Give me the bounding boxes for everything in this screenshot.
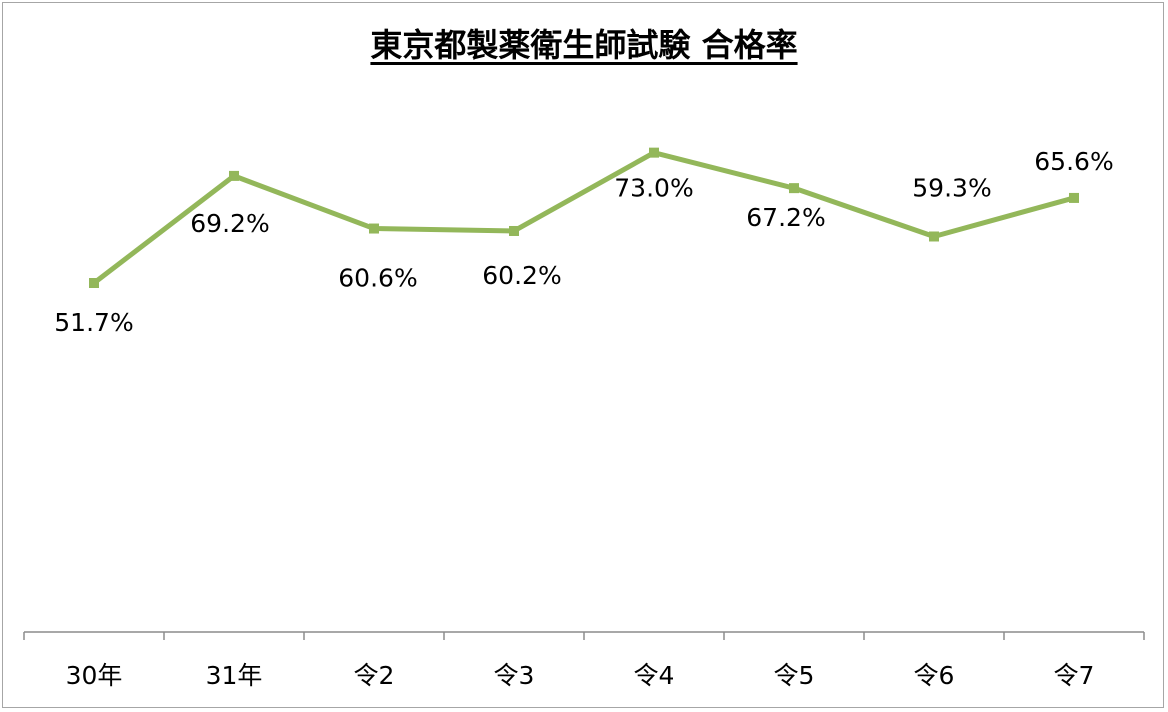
data-label: 60.2% xyxy=(482,261,561,290)
x-tick-label: 令5 xyxy=(774,661,815,690)
data-point xyxy=(229,170,239,181)
data-label: 73.0% xyxy=(614,174,693,203)
chart-title: 東京都製薬衛生師試験 合格率 xyxy=(370,26,798,64)
data-label: 59.3% xyxy=(912,173,991,202)
series-line xyxy=(92,150,1075,285)
data-label: 67.2% xyxy=(746,203,825,232)
data-point xyxy=(89,278,99,288)
data-label: 69.2% xyxy=(190,209,269,238)
data-label: 51.7% xyxy=(54,308,133,337)
x-tick-label: 令3 xyxy=(494,661,535,690)
data-label: 60.6% xyxy=(338,264,417,293)
x-tick-label: 31年 xyxy=(206,661,263,690)
x-tick-label: 令4 xyxy=(634,661,675,690)
x-tick-label: 令7 xyxy=(1054,661,1095,690)
x-tick-label: 令2 xyxy=(354,661,395,690)
data-point xyxy=(789,183,799,194)
x-tick-label: 30年 xyxy=(66,661,123,690)
x-tick-label: 令6 xyxy=(914,661,955,690)
data-point xyxy=(509,225,519,236)
data-point xyxy=(1069,192,1079,203)
data-point xyxy=(369,223,379,234)
data-point xyxy=(649,147,659,158)
data-label: 65.6% xyxy=(1034,147,1113,176)
data-point xyxy=(929,231,939,242)
